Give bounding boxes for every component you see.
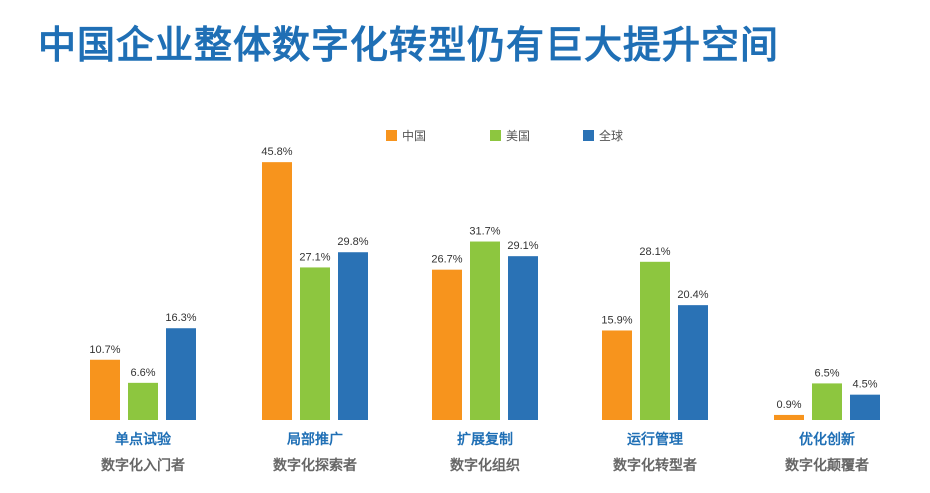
data-label: 28.1% — [639, 246, 670, 258]
bar — [90, 359, 120, 420]
category-label: 运行管理 — [627, 431, 683, 448]
subcategory-label: 数字化颠覆者 — [785, 457, 869, 474]
bar — [678, 305, 708, 420]
data-label: 6.6% — [130, 367, 155, 379]
subcategory-label: 数字化探索者 — [273, 457, 357, 474]
category-label: 单点试验 — [115, 431, 172, 448]
legend-label: 全球 — [599, 128, 623, 143]
legend: 中国 美国 全球 — [386, 128, 623, 143]
data-label: 15.9% — [601, 314, 632, 326]
data-label: 29.1% — [507, 240, 538, 252]
bar — [640, 261, 670, 420]
category-label: 局部推广 — [287, 431, 343, 448]
bar-group: 0.9% 6.5% 4.5% — [774, 367, 880, 420]
bar-group: 15.9% 28.1% 20.4% — [601, 246, 709, 420]
data-label: 26.7% — [431, 254, 462, 266]
legend-label: 美国 — [506, 129, 530, 143]
bar-group: 26.7% 31.7% 29.1% — [431, 226, 539, 420]
bar — [470, 241, 500, 420]
data-label: 29.8% — [337, 236, 368, 248]
data-label: 4.5% — [852, 379, 877, 391]
bar — [850, 394, 880, 420]
category-label: 优化创新 — [799, 431, 855, 448]
bar-group: 45.8% 27.1% 29.8% — [261, 146, 369, 420]
category-label: 扩展复制 — [457, 431, 513, 448]
bar — [774, 414, 804, 420]
data-label: 10.7% — [89, 344, 120, 356]
bar — [432, 269, 462, 420]
bar — [166, 328, 196, 420]
bar — [262, 162, 292, 420]
bar — [508, 256, 538, 420]
data-label: 45.8% — [261, 146, 292, 158]
legend-swatch — [490, 130, 501, 141]
bar-group: 10.7% 6.6% 16.3% — [89, 312, 197, 420]
bar — [812, 383, 842, 420]
data-label: 6.5% — [814, 367, 839, 379]
legend-swatch — [583, 130, 594, 141]
bar — [128, 382, 158, 420]
data-label: 20.4% — [677, 289, 708, 301]
data-label: 27.1% — [299, 251, 330, 263]
bar — [338, 252, 368, 420]
subcategory-label: 数字化入门者 — [101, 457, 185, 474]
legend-label: 中国 — [402, 128, 426, 143]
legend-swatch — [386, 130, 397, 141]
data-label: 16.3% — [165, 312, 196, 324]
page-title: 中国企业整体数字化转型仍有巨大提升空间 — [38, 23, 780, 67]
subcategory-label: 数字化组织 — [450, 457, 520, 474]
bar — [602, 330, 632, 420]
data-label: 0.9% — [776, 399, 801, 411]
subcategory-label: 数字化转型者 — [613, 457, 697, 474]
data-label: 31.7% — [469, 226, 500, 238]
bar — [300, 267, 330, 420]
